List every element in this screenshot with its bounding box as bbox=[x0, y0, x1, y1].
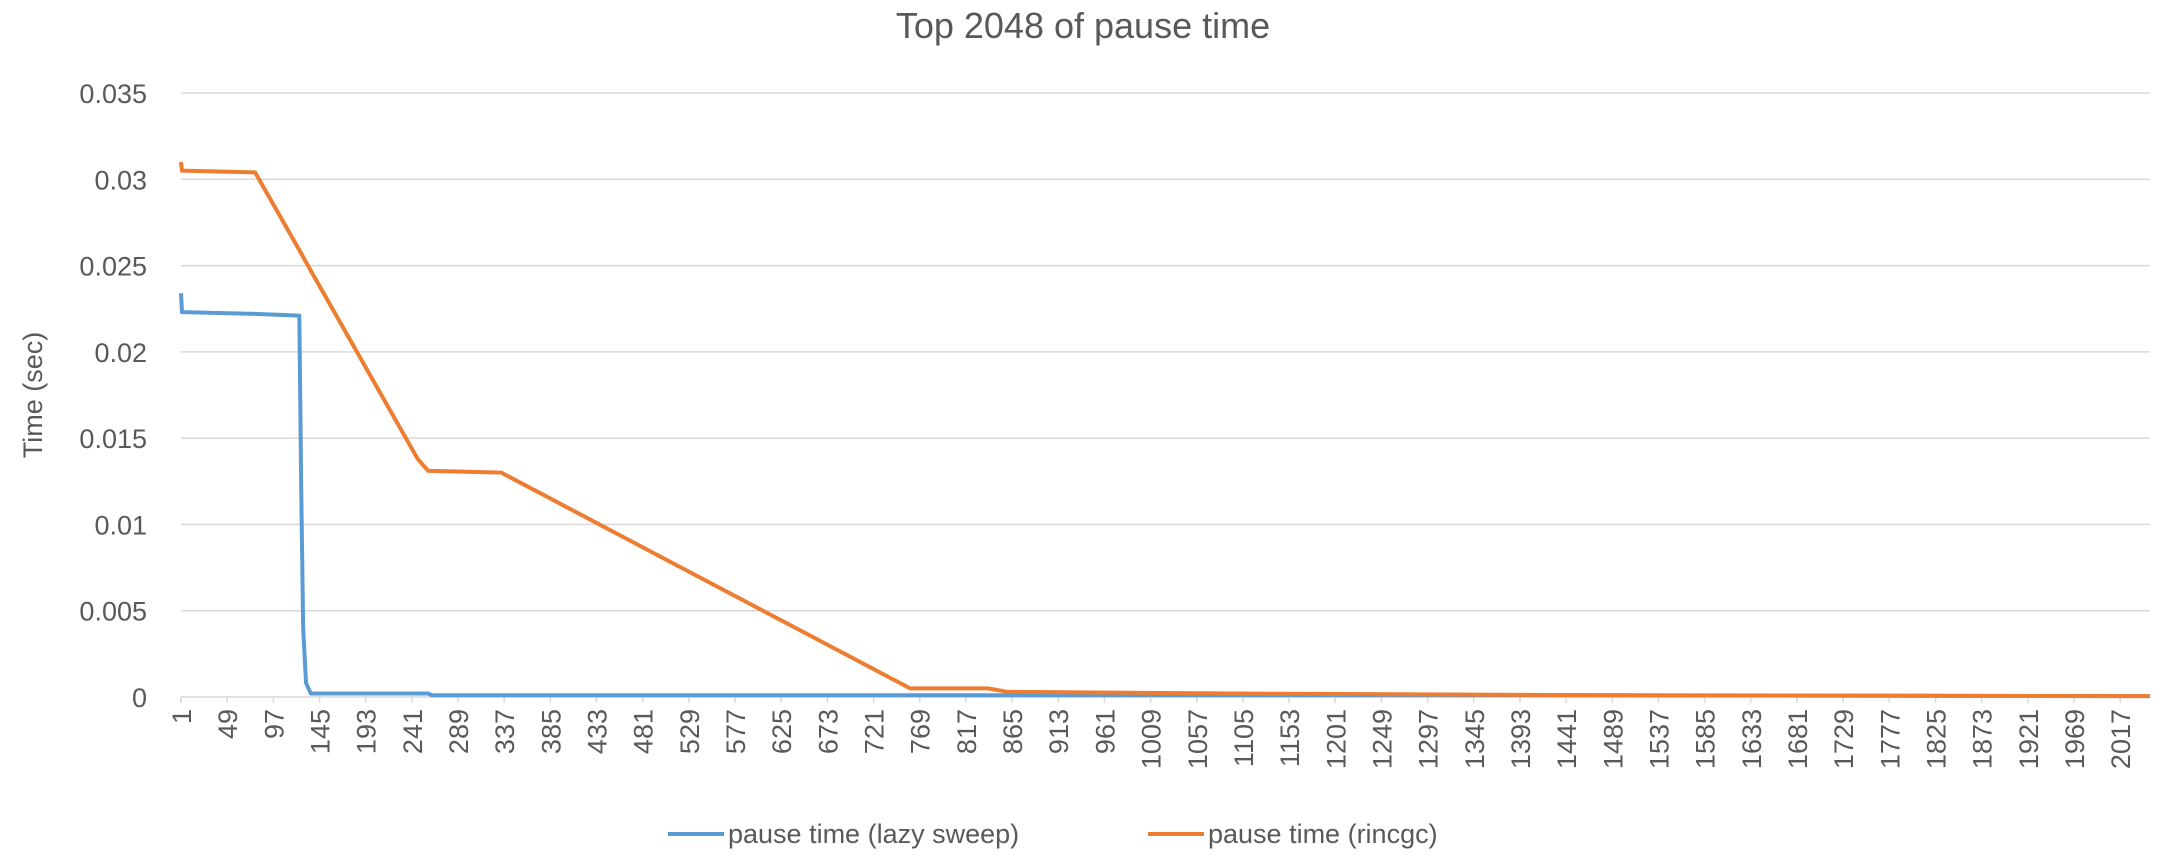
y-tick-label: 0.015 bbox=[79, 424, 147, 454]
x-tick-label: 673 bbox=[813, 709, 843, 754]
x-tick-label: 913 bbox=[1044, 709, 1074, 754]
legend-label: pause time (rincgc) bbox=[1208, 819, 1438, 849]
x-tick-label: 577 bbox=[721, 709, 751, 754]
x-tick-label: 1585 bbox=[1691, 709, 1721, 769]
y-axis-label: Time (sec) bbox=[18, 332, 48, 459]
x-tick-label: 1489 bbox=[1598, 709, 1628, 769]
x-tick-label: 1681 bbox=[1783, 709, 1813, 769]
x-tick-label: 1441 bbox=[1552, 709, 1582, 769]
x-tick-label: 241 bbox=[398, 709, 428, 754]
x-tick-label: 1105 bbox=[1229, 709, 1259, 767]
line-series bbox=[179, 161, 2151, 699]
x-tick-label: 721 bbox=[860, 709, 890, 754]
x-tick-label: 865 bbox=[998, 709, 1028, 754]
x-tick-label: 625 bbox=[767, 709, 797, 754]
y-tick-label: 0.02 bbox=[94, 338, 147, 368]
x-tick-label: 1057 bbox=[1183, 709, 1213, 769]
x-tick-label: 193 bbox=[352, 709, 382, 754]
x-tick-label: 433 bbox=[583, 709, 613, 754]
x-tick-label: 1153 bbox=[1275, 709, 1305, 767]
x-tick-label: 337 bbox=[490, 709, 520, 754]
x-tick-label: 1969 bbox=[2060, 709, 2090, 769]
x-tick-label: 1009 bbox=[1137, 709, 1167, 769]
x-tick-label: 1 bbox=[167, 709, 197, 724]
y-tick-label: 0.01 bbox=[94, 510, 147, 540]
x-tick-label: 385 bbox=[536, 709, 566, 754]
x-tick-label: 529 bbox=[675, 709, 705, 754]
x-tick-label: 1729 bbox=[1829, 709, 1859, 769]
x-tick-label: 49 bbox=[213, 709, 243, 739]
x-tick-label: 1921 bbox=[2014, 709, 2044, 769]
x-tick-label: 1633 bbox=[1737, 709, 1767, 769]
y-tick-label: 0.005 bbox=[79, 597, 147, 627]
x-tick-label: 1537 bbox=[1644, 709, 1674, 769]
x-tick-label: 1873 bbox=[1968, 709, 1998, 769]
x-tick-label: 961 bbox=[1090, 709, 1120, 754]
x-tick-label: 97 bbox=[259, 709, 289, 739]
chart-title: Top 2048 of pause time bbox=[896, 5, 1270, 46]
x-tick-label: 769 bbox=[906, 709, 936, 754]
x-tick-label: 481 bbox=[629, 709, 659, 754]
x-tick-label: 2017 bbox=[2106, 709, 2136, 769]
line-series bbox=[179, 293, 2151, 699]
x-tick-label: 1249 bbox=[1367, 709, 1397, 769]
x-tick-label: 1777 bbox=[1875, 709, 1905, 769]
y-tick-label: 0 bbox=[132, 683, 147, 713]
y-tick-label: 0.025 bbox=[79, 252, 147, 282]
x-tick-label: 289 bbox=[444, 709, 474, 754]
y-tick-label: 0.03 bbox=[94, 165, 147, 195]
x-tick-label: 1825 bbox=[1921, 709, 1951, 769]
x-tick-label: 145 bbox=[306, 709, 336, 754]
x-tick-label: 817 bbox=[952, 709, 982, 754]
x-tick-label: 1201 bbox=[1321, 709, 1351, 769]
y-tick-label: 0.035 bbox=[79, 79, 147, 109]
legend-label: pause time (lazy sweep) bbox=[728, 819, 1019, 849]
x-tick-label: 1345 bbox=[1460, 709, 1490, 769]
x-tick-label: 1393 bbox=[1506, 709, 1536, 769]
x-tick-label: 1297 bbox=[1414, 709, 1444, 769]
